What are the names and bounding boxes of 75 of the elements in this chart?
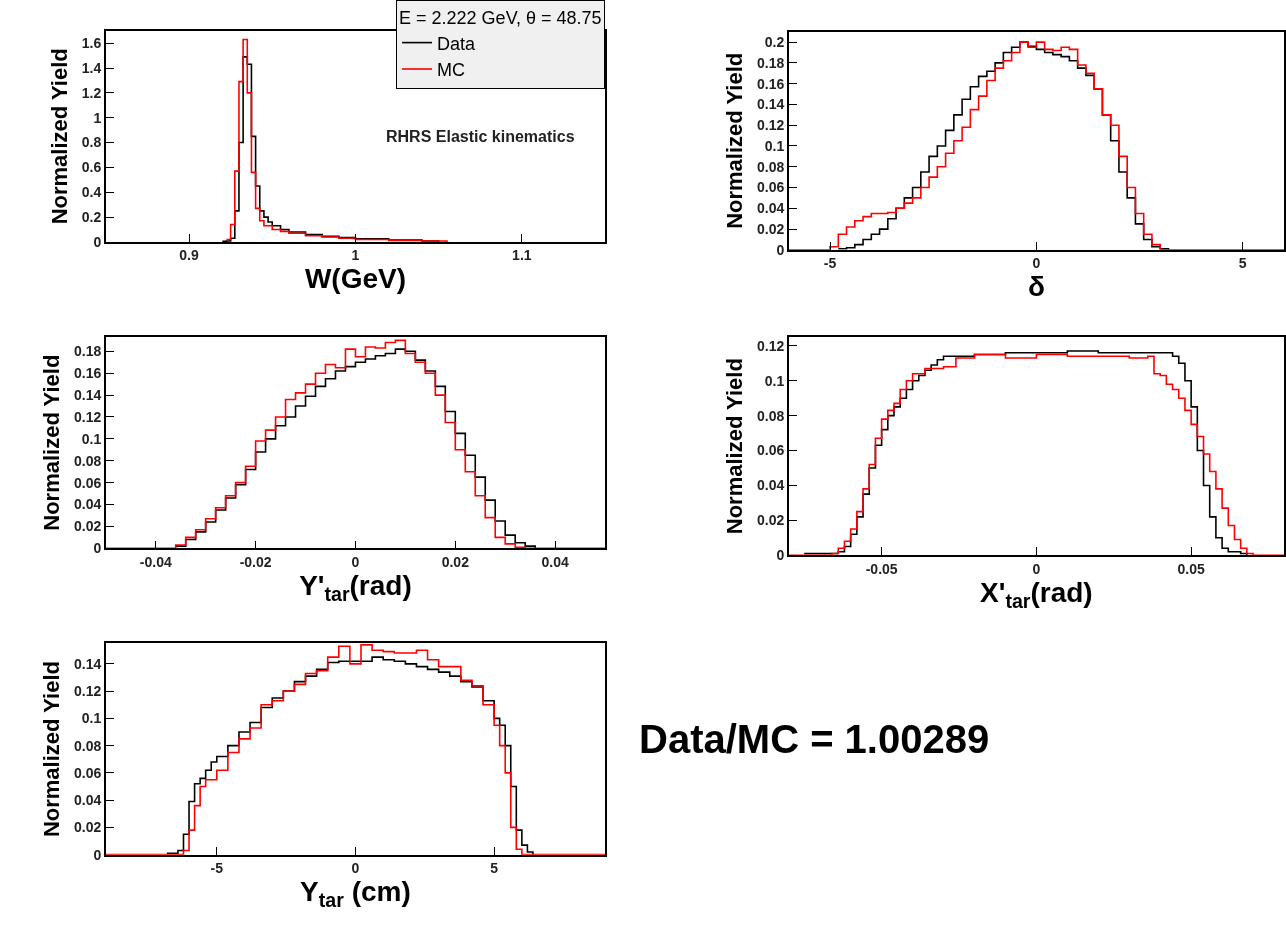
y-tick-label: 0.4 bbox=[81, 184, 102, 201]
x-tick-label: -5 bbox=[210, 860, 224, 877]
legend-label: Data bbox=[437, 33, 477, 54]
x-axis-title: Y$_{tar}$ (cm) bbox=[300, 876, 411, 912]
x-tick-label: 5 bbox=[490, 860, 499, 877]
x-tick-label: 1 bbox=[351, 247, 360, 264]
y-tick-label: 0.02 bbox=[74, 819, 102, 836]
y-tick-label: 0 bbox=[93, 540, 102, 557]
y-tick-label: 0.18 bbox=[756, 54, 785, 71]
y-tick-label: 1.6 bbox=[81, 35, 102, 52]
y-tick-label: 0.08 bbox=[74, 737, 102, 754]
x-tick-label: -0.02 bbox=[239, 553, 272, 570]
y-tick-label: 0.02 bbox=[756, 512, 785, 529]
x-tick-label: -0.04 bbox=[139, 553, 172, 570]
y-tick-label: 0.2 bbox=[81, 208, 102, 225]
y-tick-label: 0.6 bbox=[81, 159, 102, 176]
y-tick-label: 0.2 bbox=[764, 34, 785, 51]
x-tick-label: 5 bbox=[1238, 255, 1247, 272]
y-axis-title: Normalized Yield bbox=[39, 354, 65, 531]
y-tick-label: 0.1 bbox=[764, 137, 785, 154]
x-tick-label: -0.05 bbox=[865, 560, 898, 577]
x-tick-label: 0 bbox=[1032, 560, 1041, 577]
y-tick-label: 0.1 bbox=[81, 710, 102, 727]
y-tick-label: 0.02 bbox=[74, 518, 102, 535]
x-tick-label: 0.05 bbox=[1177, 560, 1205, 577]
y-tick-label: 0.08 bbox=[756, 158, 785, 175]
y-tick-label: 0.06 bbox=[756, 179, 785, 196]
y-axis-title: Normalized Yield bbox=[47, 48, 73, 225]
y-tick-label: 0.04 bbox=[756, 477, 785, 494]
x-tick-label: 0.04 bbox=[541, 553, 569, 570]
y-tick-label: 0 bbox=[93, 846, 102, 863]
x-tick-label: 0.9 bbox=[179, 247, 199, 264]
y-tick-label: 0.14 bbox=[74, 655, 102, 672]
y-tick-label: 0.18 bbox=[74, 343, 102, 360]
x-axis-title: Y'$_{tar}$(rad) bbox=[299, 569, 412, 605]
legend-label: MC bbox=[437, 60, 466, 81]
y-tick-label: 0.12 bbox=[74, 683, 102, 700]
legend-title: E = 2.222 GeV, θ = 48.75 bbox=[399, 8, 602, 29]
y-tick-label: 0.12 bbox=[756, 117, 785, 134]
y-tick-label: 0.06 bbox=[74, 474, 102, 491]
y-tick-label: 0.04 bbox=[74, 792, 102, 809]
annotation: RHRS Elastic kinematics bbox=[386, 128, 575, 145]
text: Data/MC = 1.00289 bbox=[639, 717, 990, 761]
y-tick-label: 0.08 bbox=[756, 407, 785, 424]
y-tick-label: 0.1 bbox=[764, 372, 785, 389]
y-tick-label: 0.08 bbox=[74, 452, 102, 469]
y-tick-label: 0 bbox=[93, 233, 102, 250]
y-tick-label: 0.1 bbox=[81, 430, 102, 447]
y-tick-label: 0.02 bbox=[756, 220, 785, 237]
y-tick-label: 0.06 bbox=[756, 442, 785, 459]
x-tick-label: -5 bbox=[823, 255, 837, 272]
y-tick-label: 0.12 bbox=[74, 408, 102, 425]
y-axis-title: Normalized Yield bbox=[722, 52, 748, 229]
x-axis-title: δ bbox=[1027, 271, 1045, 303]
y-tick-label: 1.2 bbox=[81, 84, 102, 101]
y-axis-title: Normalized Yield bbox=[722, 358, 748, 535]
y-tick-label: 0.14 bbox=[74, 386, 102, 403]
y-tick-label: 0.06 bbox=[74, 764, 102, 781]
y-tick-label: 0.12 bbox=[756, 337, 785, 354]
x-tick-label: 0 bbox=[351, 553, 360, 570]
x-axis-title: X'$_{tar}$(rad) bbox=[980, 576, 1093, 612]
y-tick-label: 0.14 bbox=[756, 96, 785, 113]
y-tick-label: 0.04 bbox=[74, 496, 102, 513]
x-tick-label: 0 bbox=[1032, 255, 1041, 272]
x-tick-label: 0 bbox=[351, 860, 360, 877]
y-tick-label: 0.16 bbox=[756, 75, 785, 92]
x-axis-title: W(GeV) bbox=[304, 263, 406, 295]
y-tick-label: 0.04 bbox=[756, 200, 785, 217]
y-tick-label: 0.8 bbox=[81, 134, 102, 151]
y-tick-label: 0.16 bbox=[74, 365, 102, 382]
y-tick-label: 1.4 bbox=[81, 59, 102, 76]
y-tick-label: 1 bbox=[93, 109, 102, 126]
x-tick-label: 1.1 bbox=[512, 247, 532, 264]
y-axis-title: Normalized Yield bbox=[39, 661, 65, 838]
x-tick-label: 0.02 bbox=[441, 553, 470, 570]
